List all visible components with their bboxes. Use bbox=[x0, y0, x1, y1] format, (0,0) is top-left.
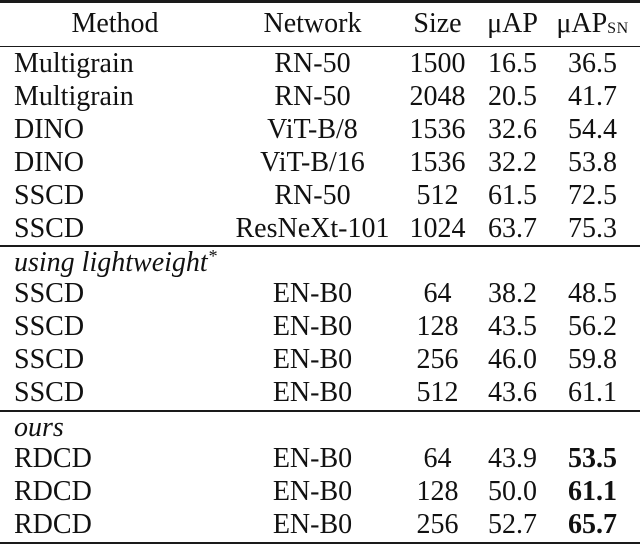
cell-size: 128 bbox=[416, 311, 459, 343]
cell-method: RDCD bbox=[14, 443, 92, 475]
section-label-asterisk: * bbox=[207, 245, 217, 266]
column-header-uap-sn: μAPSN bbox=[545, 10, 640, 38]
cell-method: SSCD bbox=[14, 377, 85, 409]
cell-method: SSCD bbox=[14, 212, 85, 244]
section-label: using lightweight* bbox=[0, 247, 640, 278]
top-rule bbox=[0, 0, 640, 3]
cell-uap-sn-best: 65.7 bbox=[568, 509, 617, 541]
table-row: SSCD EN-B0 512 43.6 61.1 bbox=[0, 377, 640, 410]
cell-uap: 52.7 bbox=[488, 509, 537, 541]
cell-size: 1536 bbox=[409, 146, 466, 178]
table-row: RDCD EN-B0 128 50.0 61.1 bbox=[0, 476, 640, 509]
table-row: RDCD EN-B0 64 43.9 53.5 bbox=[0, 443, 640, 476]
cell-network: ViT-B/16 bbox=[260, 146, 365, 178]
cell-network: RN-50 bbox=[274, 47, 351, 79]
cell-method: DINO bbox=[14, 146, 84, 178]
cell-method: RDCD bbox=[14, 509, 92, 541]
table-row: Multigrain RN-50 1500 16.5 36.5 bbox=[0, 47, 640, 80]
cell-size: 512 bbox=[416, 377, 459, 409]
cell-network: RN-50 bbox=[274, 80, 351, 112]
cell-network: ViT-B/8 bbox=[267, 113, 358, 145]
cell-uap: 63.7 bbox=[488, 212, 537, 244]
cell-size: 256 bbox=[416, 344, 459, 376]
cell-uap-sn: 59.8 bbox=[568, 344, 617, 376]
cell-method: Multigrain bbox=[14, 80, 134, 112]
cell-network: EN-B0 bbox=[272, 476, 353, 508]
table-row: SSCD ResNeXt-101 1024 63.7 75.3 bbox=[0, 212, 640, 245]
cell-uap-sn: 53.8 bbox=[568, 146, 617, 178]
table-row: RDCD EN-B0 256 52.7 65.7 bbox=[0, 509, 640, 542]
cell-size: 64 bbox=[423, 443, 452, 475]
table-row: Multigrain RN-50 2048 20.5 41.7 bbox=[0, 80, 640, 113]
cell-uap-sn: 54.4 bbox=[568, 113, 617, 145]
table-header-row: Method Network Size μAP μAPSN bbox=[0, 3, 640, 46]
cell-uap: 50.0 bbox=[488, 476, 537, 508]
header-rule bbox=[0, 45, 640, 48]
cell-uap-sn: 72.5 bbox=[568, 179, 617, 211]
cell-uap: 32.2 bbox=[488, 146, 537, 178]
cell-method: Multigrain bbox=[14, 47, 134, 79]
cell-network: EN-B0 bbox=[272, 509, 353, 541]
section-rule bbox=[0, 409, 640, 412]
cell-uap: 43.9 bbox=[488, 443, 537, 475]
cell-uap-sn: 75.3 bbox=[568, 212, 617, 244]
cell-size: 2048 bbox=[409, 80, 466, 112]
uap-sn-subscript: SN bbox=[607, 20, 629, 37]
cell-uap-sn: 41.7 bbox=[568, 80, 617, 112]
cell-uap-sn-best: 61.1 bbox=[568, 476, 617, 508]
cell-uap-sn-best: 53.5 bbox=[568, 443, 617, 475]
cell-size: 64 bbox=[423, 278, 452, 310]
column-header-network: Network bbox=[263, 8, 362, 39]
column-header-method: Method bbox=[71, 8, 159, 39]
cell-method: RDCD bbox=[14, 476, 92, 508]
table-row: SSCD RN-50 512 61.5 72.5 bbox=[0, 179, 640, 212]
cell-method: DINO bbox=[14, 113, 84, 145]
cell-network: EN-B0 bbox=[272, 377, 353, 409]
cell-network: ResNeXt-101 bbox=[235, 212, 390, 244]
cell-uap: 43.6 bbox=[488, 377, 537, 409]
cell-uap: 43.5 bbox=[488, 311, 537, 343]
cell-uap: 16.5 bbox=[488, 47, 537, 79]
cell-uap-sn: 56.2 bbox=[568, 311, 617, 343]
cell-size: 512 bbox=[416, 179, 459, 211]
section-label-text: ours bbox=[14, 411, 64, 443]
column-header-uap: μAP bbox=[487, 8, 538, 39]
cell-size: 1536 bbox=[409, 113, 466, 145]
cell-size: 128 bbox=[416, 476, 459, 508]
cell-network: EN-B0 bbox=[272, 443, 353, 475]
cell-network: EN-B0 bbox=[272, 311, 353, 343]
table-row: SSCD EN-B0 128 43.5 56.2 bbox=[0, 311, 640, 344]
cell-network: RN-50 bbox=[274, 179, 351, 211]
cell-size: 1500 bbox=[409, 47, 466, 79]
bottom-rule bbox=[0, 541, 640, 545]
cell-uap: 38.2 bbox=[488, 278, 537, 310]
cell-method: SSCD bbox=[14, 344, 85, 376]
cell-uap: 46.0 bbox=[488, 344, 537, 376]
cell-uap: 61.5 bbox=[488, 179, 537, 211]
table-row: SSCD EN-B0 256 46.0 59.8 bbox=[0, 344, 640, 377]
cell-uap: 32.6 bbox=[488, 113, 537, 145]
table-row: DINO ViT-B/8 1536 32.6 54.4 bbox=[0, 113, 640, 146]
section-label-text: using lightweight bbox=[14, 246, 208, 278]
cell-method: SSCD bbox=[14, 311, 85, 343]
section-label: ours bbox=[0, 412, 640, 443]
cell-method: SSCD bbox=[14, 278, 85, 310]
cell-uap: 20.5 bbox=[488, 80, 537, 112]
cell-size: 1024 bbox=[409, 212, 466, 244]
cell-network: EN-B0 bbox=[272, 278, 353, 310]
cell-uap-sn: 48.5 bbox=[568, 278, 617, 310]
cell-uap-sn: 36.5 bbox=[568, 47, 617, 79]
column-header-size: Size bbox=[413, 8, 462, 39]
section-rule bbox=[0, 245, 640, 247]
cell-network: EN-B0 bbox=[272, 344, 353, 376]
uap-sn-base: μAP bbox=[556, 8, 608, 39]
cell-uap-sn: 61.1 bbox=[568, 377, 617, 409]
table-row: SSCD EN-B0 64 38.2 48.5 bbox=[0, 278, 640, 311]
cell-size: 256 bbox=[416, 509, 459, 541]
table-row: DINO ViT-B/16 1536 32.2 53.8 bbox=[0, 146, 640, 179]
cell-method: SSCD bbox=[14, 179, 85, 211]
